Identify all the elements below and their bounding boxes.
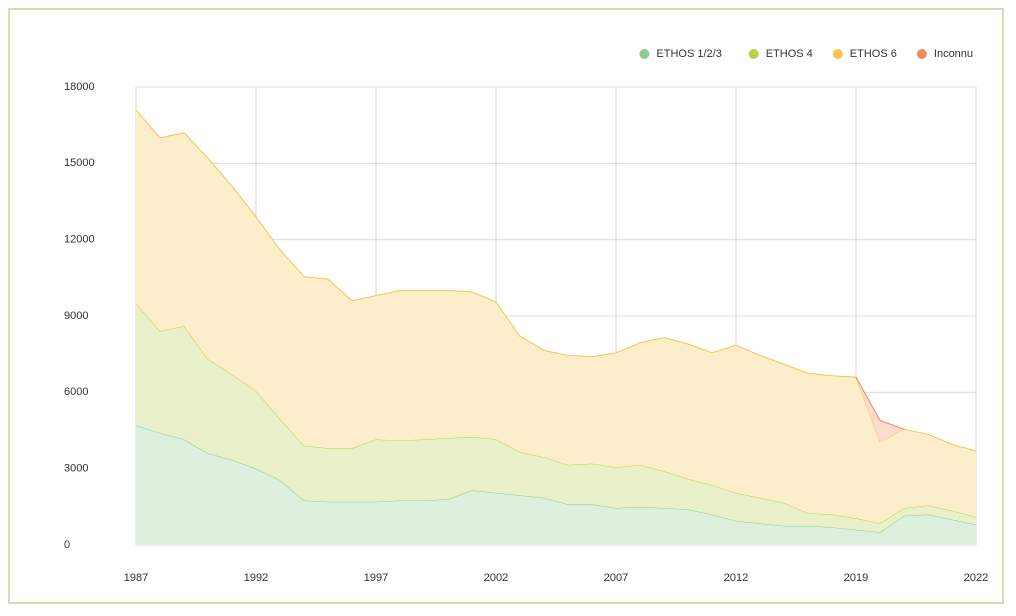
y-tick-label: 12000 [64, 234, 95, 246]
y-tick-label: 0 [64, 539, 70, 551]
legend-label: Inconnu [934, 48, 973, 60]
x-tick-label: 1992 [244, 572, 268, 584]
x-tick-label: 1987 [124, 572, 148, 584]
x-tick-label: 1997 [364, 572, 388, 584]
y-tick-label: 15000 [64, 157, 95, 169]
x-tick-label: 2022 [964, 572, 988, 584]
legend-marker [832, 49, 843, 59]
y-tick-label: 3000 [64, 463, 88, 475]
x-tick-label: 2012 [724, 572, 748, 584]
y-tick-label: 6000 [64, 386, 88, 398]
legend-label: ETHOS 6 [850, 48, 897, 60]
x-tick-label: 2007 [604, 572, 628, 584]
frame [8, 8, 1004, 604]
legend-label: ETHOS 4 [766, 48, 813, 60]
area-fill [136, 303, 976, 533]
legend-marker [639, 49, 650, 59]
y-tick-label: 9000 [64, 310, 88, 322]
legend-label: ETHOS 1/2/3 [656, 48, 721, 60]
area-line [855, 376, 905, 430]
area-fill [136, 425, 976, 545]
area-line [135, 109, 977, 452]
legend-marker [916, 49, 927, 59]
y-tick-label: 18000 [64, 81, 95, 93]
area-fill [136, 109, 976, 524]
x-tick-label: 2002 [484, 572, 508, 584]
legend-marker [748, 49, 759, 59]
x-tick-label: 2019 [844, 572, 868, 584]
area-fill [856, 377, 904, 442]
